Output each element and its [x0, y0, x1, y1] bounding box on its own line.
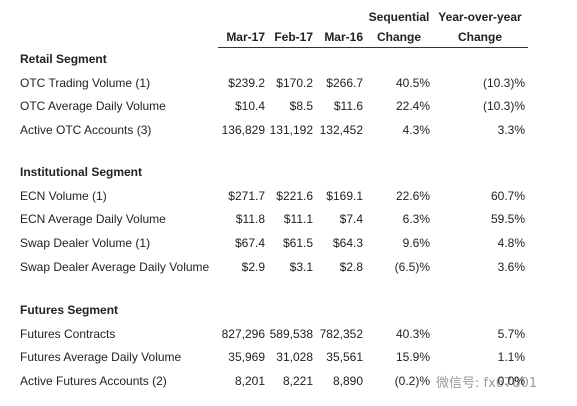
cell: $10.4 — [234, 99, 265, 114]
section-title: Institutional Segment — [20, 165, 143, 179]
cell: 40.3% — [395, 326, 430, 341]
cell: 59.5% — [490, 212, 525, 227]
cell: 782,352 — [319, 326, 363, 341]
row-label: Active Futures Accounts (2) — [20, 374, 167, 389]
cell: 35,969 — [228, 350, 265, 365]
column-header: Change — [376, 30, 421, 44]
cell: (10.3)% — [482, 99, 525, 114]
cell: 5.7% — [497, 326, 525, 341]
cell: $7.4 — [339, 212, 363, 227]
cell: $2.8 — [339, 259, 363, 274]
cell: 131,192 — [269, 123, 313, 138]
cell: 132,452 — [319, 123, 363, 138]
cell: (10.3)% — [482, 75, 525, 90]
cell: $64.3 — [332, 236, 363, 251]
cell: $221.6 — [276, 188, 313, 203]
cell: 3.6% — [497, 259, 525, 274]
footnote-ref: (1) — [135, 75, 151, 90]
row-label: OTC Trading Volume (1) — [20, 75, 151, 90]
column-header: Mar-16 — [324, 30, 363, 44]
row-label: Swap Dealer Average Daily Volume — [20, 259, 210, 274]
cell: 15.9% — [395, 350, 430, 365]
column-header: Feb-17 — [274, 30, 313, 44]
cell: 3.3% — [497, 123, 525, 138]
cell: 22.4% — [395, 99, 430, 114]
cell: 60.7% — [490, 188, 525, 203]
cell: 8,890 — [332, 374, 363, 389]
cell: $266.7 — [326, 75, 363, 90]
column-header: Mar-17 — [226, 30, 265, 44]
cell: 0.0% — [497, 374, 525, 389]
cell: 9.6% — [402, 236, 430, 251]
cell: 589,538 — [269, 326, 313, 341]
cell: 6.3% — [402, 212, 430, 227]
cell: $11.6 — [333, 99, 363, 114]
cell: $8.5 — [289, 99, 313, 114]
cell: 35,561 — [326, 350, 363, 365]
cell: 40.5% — [395, 75, 430, 90]
row-label: ECN Average Daily Volume — [20, 212, 166, 227]
cell: 22.6% — [395, 188, 430, 203]
section-title: Futures Segment — [20, 303, 119, 317]
footnote-ref: (1) — [92, 188, 107, 203]
cell: $11.1 — [283, 212, 313, 227]
cell: 827,296 — [221, 326, 265, 341]
footnote-ref: (2) — [152, 374, 167, 389]
watermark: 微信号: fx67801 — [436, 376, 538, 391]
footnote-ref: (1) — [135, 236, 151, 251]
cell: $169.1 — [326, 188, 363, 203]
cell: (0.2)% — [394, 374, 430, 389]
cell: (6.5)% — [394, 259, 430, 274]
cell: $239.2 — [228, 75, 265, 90]
cell: 1.1% — [497, 350, 525, 365]
footnote-ref: (3) — [136, 123, 152, 138]
cell: $61.5 — [282, 236, 313, 251]
row-label: Swap Dealer Volume (1) — [20, 236, 151, 251]
row-label: OTC Average Daily Volume — [20, 99, 166, 114]
row-label: Futures Average Daily Volume — [20, 350, 182, 365]
cell: 4.8% — [497, 236, 525, 251]
cell: $271.7 — [228, 188, 265, 203]
cell: $11.8 — [235, 212, 265, 227]
row-label: Active OTC Accounts (3) — [20, 123, 152, 138]
cell: 4.3% — [402, 123, 430, 138]
cell: $2.9 — [241, 259, 265, 274]
row-label: ECN Volume (1) — [20, 188, 107, 203]
cell: 8,201 — [234, 374, 265, 389]
column-header: Year-over-year — [438, 10, 522, 24]
cell: $3.1 — [289, 259, 313, 274]
cell: 136,829 — [221, 123, 265, 138]
cell: $170.2 — [276, 75, 313, 90]
header-rule — [218, 47, 528, 48]
column-header: Change — [457, 30, 502, 44]
cell: $67.4 — [234, 236, 265, 251]
row-label: Futures Contracts — [20, 326, 116, 341]
column-header: Sequential — [368, 10, 430, 24]
section-title: Retail Segment — [20, 52, 107, 66]
cell: 8,221 — [282, 374, 313, 389]
cell: 31,028 — [276, 350, 313, 365]
